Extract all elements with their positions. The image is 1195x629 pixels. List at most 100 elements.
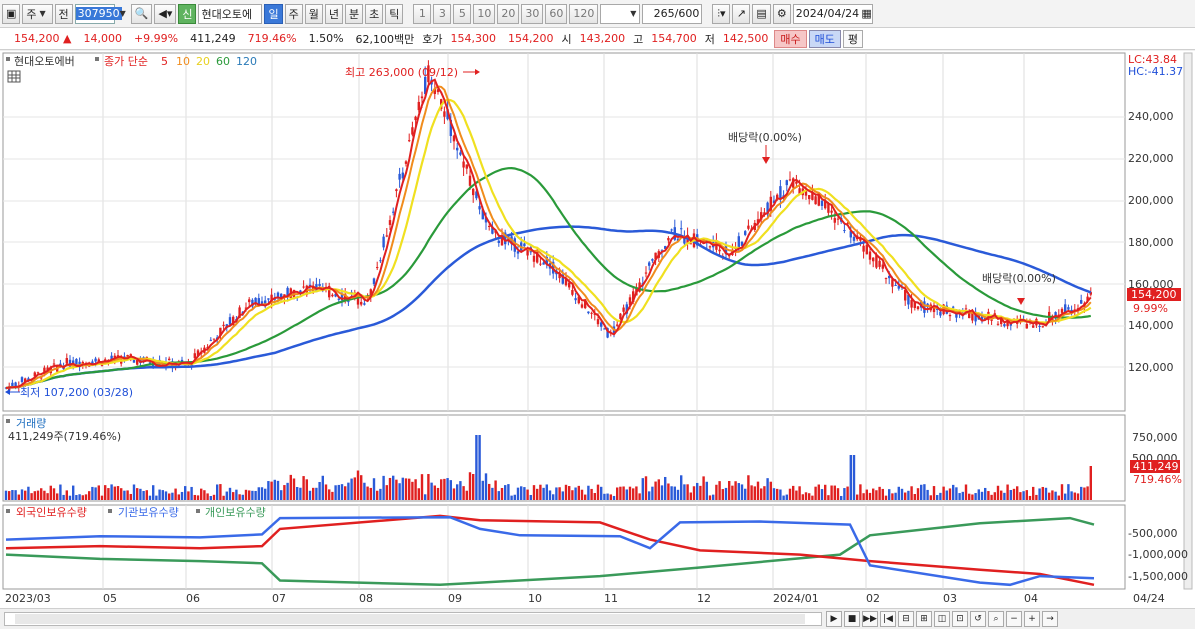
period-week[interactable]: 주 — [284, 3, 303, 24]
vertical-scrollbar[interactable] — [1183, 52, 1193, 590]
period-day[interactable]: 일 — [264, 3, 283, 24]
volume-bar — [545, 484, 548, 500]
volume-bar — [792, 485, 795, 500]
volume-bar — [257, 487, 260, 500]
sell-button[interactable]: 매도 — [808, 29, 841, 48]
chart-type-select[interactable]: 주 ▼ — [22, 3, 53, 24]
first-icon[interactable]: |◀ — [880, 611, 896, 627]
x-tick: 11 — [604, 592, 618, 605]
volume-bar — [520, 486, 523, 500]
low-arrow-head — [5, 389, 10, 395]
volume-bar — [846, 486, 849, 500]
save-icon[interactable]: ▤ — [752, 3, 771, 24]
candle-body — [862, 245, 865, 252]
zoom-icon[interactable]: ⌕ — [988, 611, 1004, 627]
candle-type-icon[interactable]: ⫶▾ — [712, 3, 731, 24]
search-icon[interactable]: 🔍 — [130, 3, 153, 24]
volume-bar — [1038, 488, 1041, 500]
window-menu-icon[interactable]: ▣ — [2, 3, 21, 24]
volume-bar — [286, 482, 289, 500]
stock-name-field[interactable]: 현대오토에 — [198, 3, 263, 24]
flat-button[interactable]: 평 — [842, 29, 864, 48]
x-tick: 05 — [103, 592, 117, 605]
period-second[interactable]: 초 — [365, 3, 384, 24]
stock-chart[interactable]: 현대오토에버 종가 단순 5 10 20 60 120 LC:43.84 HC:… — [0, 51, 1195, 608]
arrow-right-icon[interactable]: → — [1042, 611, 1058, 627]
interval-combo[interactable]: ▼ — [600, 3, 641, 24]
vol-y-tick: 750,000 — [1132, 431, 1178, 444]
legend-ma5: 5 — [161, 55, 168, 68]
candle-body — [952, 306, 955, 308]
stock-tag-badge[interactable]: 신 — [178, 3, 197, 24]
gear-icon[interactable]: ⚙ — [772, 3, 791, 24]
stop-icon[interactable]: ■ — [844, 611, 860, 627]
interval-30[interactable]: 30 — [521, 3, 544, 24]
bid-label: 호가 — [422, 32, 443, 46]
interval-10[interactable]: 10 — [473, 3, 496, 24]
volume-bar — [350, 478, 353, 500]
play-icon[interactable]: ▶ — [826, 611, 842, 627]
calendar-icon[interactable]: ▦ — [861, 7, 872, 20]
volume-bar — [961, 491, 964, 500]
x-tick: 2024/01 — [773, 592, 819, 605]
draw-tool-icon[interactable]: ↗ — [732, 3, 751, 24]
interval-120[interactable]: 120 — [569, 3, 599, 24]
period-minute[interactable]: 분 — [344, 3, 364, 24]
interval-60[interactable]: 60 — [545, 3, 568, 24]
holdings-legend: 외국인보유수량 기관보유수량 개인보유수량 — [6, 506, 266, 519]
volume-bar — [142, 490, 145, 500]
volume-bar — [504, 485, 507, 500]
volume-bar — [91, 486, 94, 500]
volume-bar — [260, 487, 264, 500]
reset-icon[interactable]: ↺ — [970, 611, 986, 627]
interval-5[interactable]: 5 — [453, 3, 472, 24]
candle-body — [206, 346, 209, 348]
interval-3[interactable]: 3 — [433, 3, 452, 24]
stock-code-input[interactable]: 307950 — [74, 3, 122, 24]
dividend-annotation-2: 배당락(0.00%) — [982, 272, 1056, 285]
candle-body — [888, 275, 891, 279]
volume-bar — [392, 475, 395, 500]
candle-body — [212, 338, 216, 340]
horizontal-scrollbar[interactable] — [4, 612, 822, 626]
table-icon[interactable] — [7, 70, 21, 83]
buy-button[interactable]: 매수 — [774, 29, 807, 48]
date-input[interactable]: 2024/04/24 ▦ — [792, 3, 873, 24]
volume-bar — [20, 489, 24, 500]
candle-body — [398, 173, 401, 180]
scroll-thumb[interactable] — [15, 614, 805, 624]
split-icon[interactable]: ◫ — [934, 611, 950, 627]
interval-1[interactable]: 1 — [413, 3, 432, 24]
volume-bar — [75, 495, 78, 500]
speaker-icon[interactable]: ◀▾ — [154, 3, 177, 24]
volume-bar — [433, 485, 436, 500]
layout-icon[interactable]: ⊟ — [898, 611, 914, 627]
volume-bar — [171, 492, 174, 500]
period-tick[interactable]: 틱 — [385, 3, 404, 24]
volume-bar — [200, 488, 203, 500]
volume-bar — [548, 490, 552, 500]
chart-area[interactable]: 현대오토에버 종가 단순 5 10 20 60 120 LC:43.84 HC:… — [0, 51, 1195, 608]
period-month[interactable]: 월 — [304, 3, 323, 24]
code-dropdown-icon[interactable]: ▼ — [119, 9, 126, 18]
period-year[interactable]: 년 — [324, 3, 343, 24]
volume-bar — [372, 478, 376, 500]
volume-bar — [340, 484, 344, 500]
count-input[interactable]: 265/600 — [642, 3, 703, 24]
candle-body — [24, 378, 27, 383]
next-icon[interactable]: ▶▶ — [862, 611, 878, 627]
plus-icon[interactable]: + — [1024, 611, 1040, 627]
prev-button[interactable]: 전 — [54, 3, 73, 24]
volume-bar — [590, 488, 593, 500]
volume-bar — [449, 480, 452, 500]
volume-bar — [942, 486, 945, 500]
minus-icon[interactable]: − — [1006, 611, 1022, 627]
candle-body — [680, 228, 683, 230]
interval-20[interactable]: 20 — [497, 3, 520, 24]
volume-bar — [702, 476, 705, 500]
grid-icon[interactable]: ⊞ — [916, 611, 932, 627]
volume-bar — [107, 488, 110, 500]
candle-body — [488, 225, 491, 227]
compare-icon[interactable]: ⊡ — [952, 611, 968, 627]
legend-individual: 개인보유수량 — [205, 506, 266, 519]
